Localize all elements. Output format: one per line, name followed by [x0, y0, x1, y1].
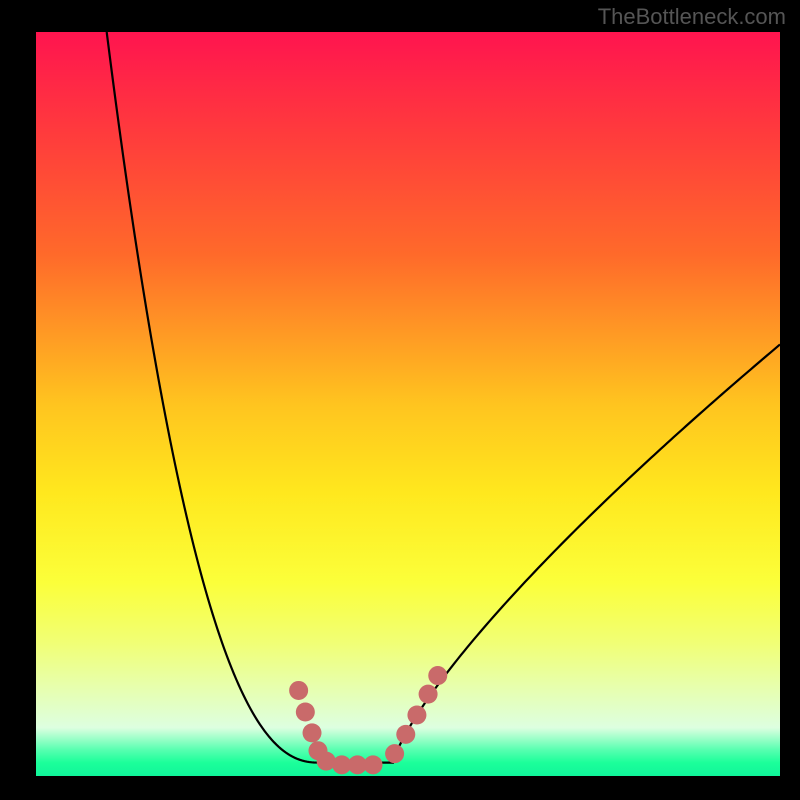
watermark-text: TheBottleneck.com: [598, 4, 786, 30]
right-arm-marker: [385, 744, 404, 763]
bottleneck-curve: [107, 32, 780, 763]
right-arm-marker: [407, 705, 426, 724]
right-arm-marker: [428, 666, 447, 685]
bottleneck-curve-chart: [36, 32, 780, 776]
left-arm-marker: [303, 723, 322, 742]
left-arm-marker: [296, 703, 315, 722]
right-arm-marker: [396, 725, 415, 744]
left-arm-marker: [364, 755, 383, 774]
left-arm-marker: [289, 681, 308, 700]
right-arm-marker: [419, 685, 438, 704]
